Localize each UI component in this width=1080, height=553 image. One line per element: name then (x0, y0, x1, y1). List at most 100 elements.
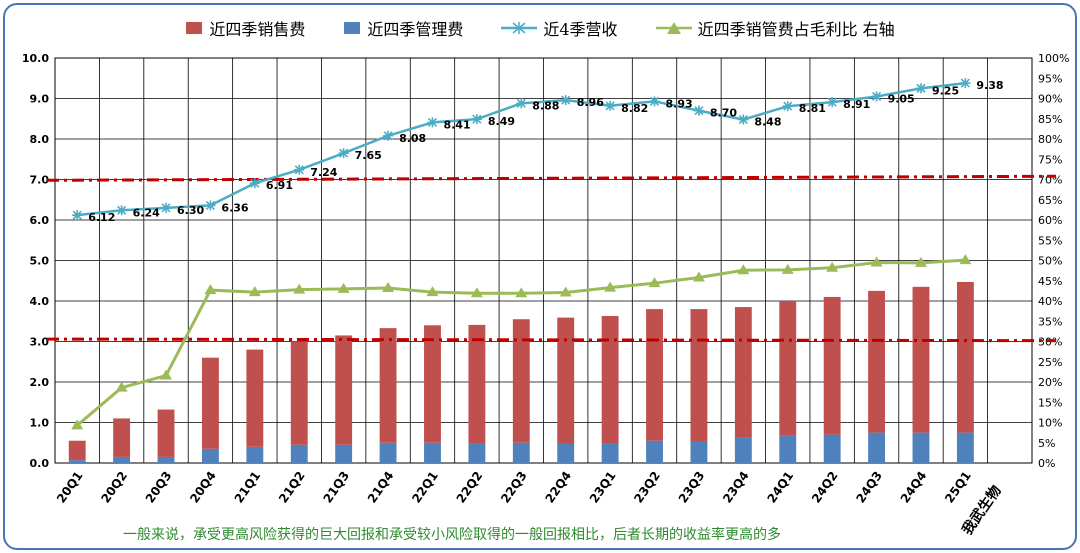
x-tick-label: 23Q3 (676, 469, 708, 506)
bar-management (157, 456, 175, 463)
y-right-tick-label: 70% (1038, 174, 1062, 187)
x-tick-label: 21Q2 (276, 469, 308, 506)
y-right-tick-label: 95% (1038, 72, 1062, 85)
legend-swatch (344, 22, 361, 34)
ratio-point (648, 277, 661, 288)
footnote: 一般来说，承受更高风险获得的巨大回报和承受较小风险取得的一般回报相比，后者长期的… (123, 527, 781, 543)
ratio-point (515, 287, 528, 298)
y-right-tick-label: 15% (1038, 396, 1062, 409)
revenue-point (471, 114, 482, 125)
legend-item: 近四季管理费 (343, 16, 463, 40)
x-tick-label: 21Q1 (232, 469, 264, 506)
ratio-point (115, 381, 128, 392)
bar-sales (690, 309, 708, 442)
revenue-data-label: 6.24 (133, 206, 160, 219)
x-tick-label: 20Q4 (187, 469, 219, 506)
ratio-point (604, 281, 617, 292)
revenue-point (249, 178, 260, 189)
y-left-tick-label: 3.0 (30, 336, 50, 349)
ratio-point (470, 287, 483, 298)
bar-sales (779, 301, 797, 436)
ratio-point (382, 282, 395, 293)
x-tick-label: 20Q1 (54, 469, 86, 506)
bar-management (646, 440, 663, 463)
revenue-point (915, 83, 926, 94)
bar-sales (868, 290, 886, 433)
bar-sales (646, 309, 663, 441)
bar-management (201, 448, 219, 463)
revenue-point (116, 205, 127, 216)
bar-sales (823, 296, 841, 435)
reference-line (46, 174, 1057, 182)
x-tick-label: 20Q2 (98, 469, 130, 506)
revenue-point (72, 210, 83, 221)
y-left-tick-label: 6.0 (30, 214, 50, 227)
revenue-data-label: 6.12 (88, 211, 115, 224)
y-left-tick-label: 8.0 (30, 133, 50, 146)
reference-line (46, 337, 1057, 343)
x-tick-label: 22Q4 (542, 469, 574, 506)
x-tick-label: 22Q3 (498, 469, 530, 506)
bar-management (868, 432, 886, 463)
chart-frame: 近四季销售费 近四季管理费 近4季营收 近四季销管费占毛利比 右轴 0.0 1.0 2.0… (3, 3, 1077, 550)
x-tick-label: 23Q1 (587, 469, 619, 506)
bar-sales (734, 307, 752, 438)
x-tick-label: 23Q4 (720, 469, 752, 506)
bar-sales (113, 418, 131, 457)
x-tick-label: 22Q1 (409, 469, 441, 506)
revenue-data-label: 8.70 (710, 107, 737, 120)
bar-sales (246, 349, 264, 447)
ratio-point (293, 283, 306, 294)
triangle-marker-icon (655, 22, 692, 34)
legend-item: 近四季销售费 (185, 16, 305, 40)
revenue-data-label: 6.30 (177, 204, 204, 217)
x-tick-label: 20Q3 (143, 469, 175, 506)
revenue-data-label: 6.36 (221, 201, 248, 214)
y-right-tick-label: 100% (1038, 52, 1069, 65)
bar-management (823, 434, 841, 463)
ratio-point (692, 271, 705, 282)
y-left-tick-label: 10.0 (22, 52, 49, 65)
revenue-point (960, 78, 971, 89)
y-right-tick-label: 0% (1038, 457, 1055, 470)
ratio-point (160, 369, 173, 380)
x-tick-label: 21Q3 (320, 469, 352, 506)
bar-management (335, 444, 353, 463)
ratio-point (204, 284, 217, 295)
bar-management (912, 432, 930, 463)
legend-swatch (186, 22, 203, 34)
revenue-data-label: 7.65 (355, 149, 382, 162)
y-right-tick-label: 25% (1038, 356, 1062, 369)
revenue-data-label: 9.38 (976, 79, 1003, 92)
ratio-point (337, 282, 350, 293)
revenue-data-label: 7.24 (310, 166, 337, 179)
revenue-data-label: 8.93 (666, 97, 693, 110)
y-right-tick-label: 20% (1038, 376, 1062, 389)
revenue-data-label: 9.25 (932, 84, 959, 97)
x-tick-label: 24Q2 (809, 469, 841, 506)
ratio-point (870, 256, 883, 267)
ratio-point (426, 286, 439, 297)
bar-management (512, 442, 530, 463)
bar-management (734, 437, 752, 463)
y-right-tick-label: 85% (1038, 113, 1062, 126)
chart-svg: 0.0 1.0 2.0 3.0 4.0 5.0 6.0 7.0 8.0 9.0 10.0 0% 5% 10… (22, 52, 1070, 506)
y-right-tick-label: 80% (1038, 133, 1062, 146)
bar-sales (335, 335, 353, 445)
legend-label: 近四季销售费 (209, 20, 306, 39)
ratio-point (559, 286, 572, 297)
bar-sales (956, 281, 974, 433)
bar-sales (157, 409, 175, 457)
revenue-point (427, 117, 438, 128)
bar-management (956, 432, 974, 463)
ratio-point (959, 254, 972, 265)
bar-management (246, 446, 264, 463)
y-left-tick-label: 1.0 (30, 417, 50, 430)
ratio-point (71, 419, 84, 430)
legend: 近四季销售费 近四季管理费 近4季营收 近四季销管费占毛利比 右轴 (5, 15, 1075, 41)
star-marker-icon (501, 22, 538, 34)
y-right-tick-label: 60% (1038, 214, 1062, 227)
revenue-data-label: 8.88 (532, 99, 559, 112)
bar-management (379, 442, 397, 463)
y-left-tick-label: 4.0 (30, 295, 50, 308)
